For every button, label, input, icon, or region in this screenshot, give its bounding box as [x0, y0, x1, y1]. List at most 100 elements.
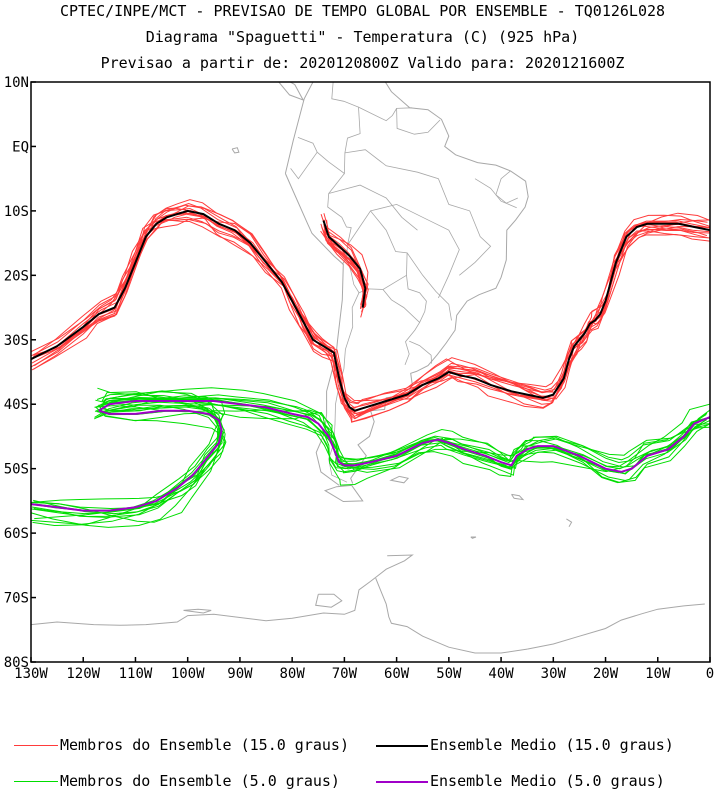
ensemble-member-line — [96, 404, 707, 475]
ensemble-member-line — [31, 205, 710, 420]
ensemble-member-line — [33, 219, 710, 416]
legend-swatch-members-5 — [14, 781, 58, 782]
country-border-15 — [495, 170, 518, 204]
x-tick-label: 0 — [706, 666, 714, 682]
country-border-5 — [328, 292, 360, 483]
y-tick-label: 60S — [4, 526, 29, 542]
coastline-7 — [375, 578, 528, 654]
ensemble-member-line — [31, 404, 225, 523]
ensemble-member-line — [33, 404, 223, 515]
coastline-11 — [566, 518, 573, 527]
legend-label-members-15: Membros do Ensemble (15.0 graus) — [60, 736, 349, 754]
x-tick-label: 70W — [332, 666, 358, 682]
x-axis-ticks: 130W 120W 110W 100W 90W 80W 70W 60W 50W 40W 30W 20W… — [14, 657, 714, 682]
x-tick-label: 60W — [384, 666, 410, 682]
x-tick-label: 120W — [66, 666, 100, 682]
ensemble-member-line — [94, 397, 710, 482]
ensemble-members-layer — [31, 199, 710, 528]
legend-label-mean-15: Ensemble Medio (15.0 graus) — [430, 736, 674, 754]
x-tick-label: 110W — [119, 666, 153, 682]
country-border-4 — [382, 275, 427, 324]
country-border-6 — [404, 322, 420, 366]
coastline-10 — [470, 536, 477, 539]
x-tick-label: 90W — [227, 666, 253, 682]
country-border-3 — [346, 210, 408, 294]
y-tick-label: 80S — [4, 655, 29, 671]
y-tick-label: 30S — [4, 333, 29, 349]
ensemble-member-line — [33, 216, 708, 405]
ensemble-member-line — [33, 199, 710, 423]
chart-title: CPTEC/INPE/MCT - PREVISAO DE TEMPO GLOBA… — [59, 2, 666, 20]
ensemble-member-line — [34, 207, 710, 423]
ensemble-mean-line — [31, 409, 223, 512]
coastline-8 — [527, 603, 705, 650]
y-tick-label: 20S — [4, 268, 29, 284]
x-tick-label: 50W — [436, 666, 462, 682]
x-tick-label: 30W — [541, 666, 567, 682]
legend-item-mean-5: Ensemble Medio (5.0 graus) — [376, 772, 665, 790]
x-tick-label: 130W — [14, 666, 48, 682]
map-coastlines — [31, 82, 705, 654]
y-tick-label: 40S — [4, 397, 29, 413]
coastline-3 — [389, 475, 410, 484]
ensemble-member-line — [323, 219, 368, 313]
y-tick-label: EQ — [12, 139, 29, 155]
country-border-14 — [474, 178, 517, 209]
ensemble-member-line — [102, 397, 710, 486]
x-tick-label: 100W — [171, 666, 205, 682]
ensemble-member-line — [32, 410, 220, 512]
ensemble-mean-layer — [31, 209, 710, 512]
legend-swatch-mean-5 — [376, 780, 428, 783]
country-border-0 — [297, 82, 361, 175]
y-axis-ticks: 10N EQ 10S 20S 30S 40S 50S 60S 70S 80S — [4, 75, 36, 671]
chart-subtitle: Diagrama "Spaguetti" - Temperatura (C) (… — [145, 28, 580, 46]
coastline-12 — [231, 147, 240, 154]
ensemble-member-line — [326, 225, 366, 308]
ensemble-member-line — [323, 222, 369, 292]
x-tick-label: 40W — [488, 666, 514, 682]
country-border-7 — [409, 340, 432, 364]
ensemble-member-line — [32, 390, 222, 527]
ensemble-mean-line — [322, 220, 367, 308]
ensemble-mean-line — [98, 400, 710, 473]
ensemble-member-line — [31, 204, 708, 417]
y-tick-label: 50S — [4, 462, 29, 478]
plot-frame — [30, 81, 711, 663]
country-border-8 — [358, 106, 412, 122]
legend-swatch-mean-15 — [376, 744, 428, 747]
x-tick-label: 10W — [645, 666, 671, 682]
ensemble-member-line — [95, 396, 710, 470]
legend-swatch-members-15 — [14, 745, 58, 746]
ensemble-member-line — [31, 212, 710, 415]
country-border-13 — [328, 184, 418, 231]
coastline-1 — [284, 173, 344, 486]
ensemble-member-line — [31, 406, 220, 518]
country-border-9 — [396, 108, 441, 135]
legend-label-members-5: Membros do Ensemble (5.0 graus) — [60, 772, 340, 790]
coastline-6 — [31, 554, 414, 626]
legend-item-members-5: Membros do Ensemble (5.0 graus) — [14, 772, 340, 790]
ensemble-member-line — [31, 398, 227, 503]
ensemble-member-line — [101, 391, 710, 473]
country-border-11 — [370, 203, 460, 299]
country-border-1 — [290, 151, 318, 180]
country-border-10 — [344, 149, 492, 276]
coastline-9 — [511, 493, 525, 501]
ensemble-member-line — [96, 398, 710, 484]
ensemble-member-line — [33, 207, 710, 420]
legend-label-mean-5: Ensemble Medio (5.0 graus) — [430, 772, 665, 790]
ensemble-member-line — [33, 399, 221, 510]
ensemble-member-line — [31, 212, 710, 409]
y-tick-label: 70S — [4, 591, 29, 607]
ensemble-mean-line — [31, 209, 710, 412]
legend-item-mean-15: Ensemble Medio (15.0 graus) — [376, 736, 674, 754]
legend-item-members-15: Membros do Ensemble (15.0 graus) — [14, 736, 349, 754]
country-border-12 — [406, 252, 452, 321]
ensemble-member-line — [31, 217, 710, 402]
x-tick-label: 20W — [593, 666, 619, 682]
coastline-2 — [323, 484, 364, 503]
ensemble-member-line — [323, 213, 368, 305]
forecast-validity: Previsao a partir de: 2020120800Z Valido… — [100, 54, 625, 72]
y-tick-label: 10N — [4, 75, 29, 91]
